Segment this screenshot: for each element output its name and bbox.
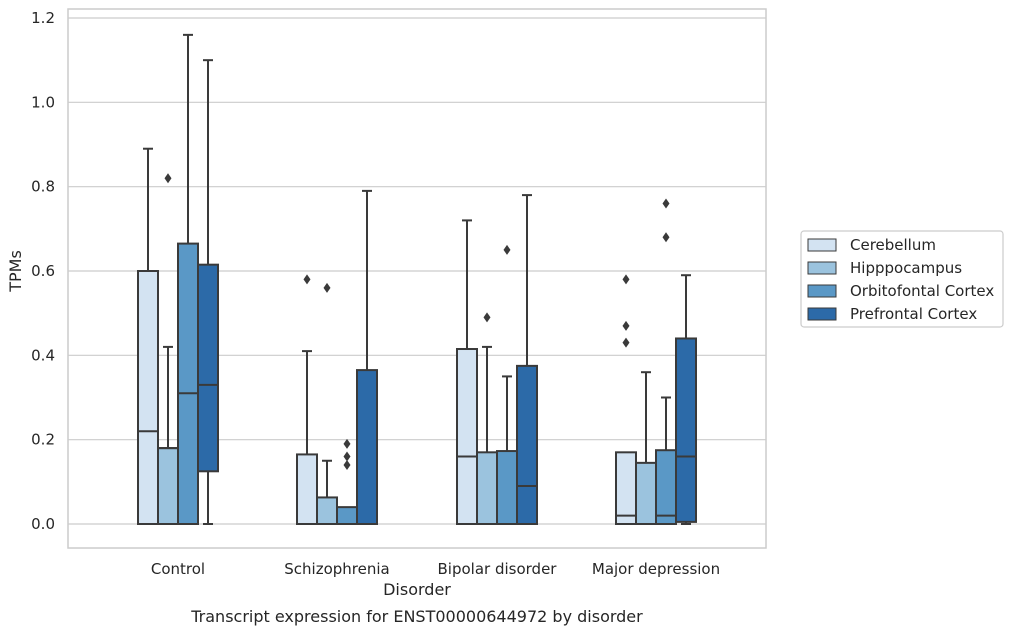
x-tick-label: Major depression (592, 560, 720, 578)
outlier-point (483, 312, 491, 323)
x-tick-label: Schizophrenia (284, 560, 389, 578)
outlier-point (622, 320, 630, 331)
chart-caption: Transcript expression for ENST0000064497… (190, 607, 643, 626)
outlier-point (343, 459, 351, 470)
x-tick-label: Control (151, 560, 205, 578)
box-body (675, 337, 697, 523)
box-body (197, 263, 219, 473)
box (635, 371, 657, 526)
box-body (635, 461, 657, 526)
legend-frame (800, 230, 1004, 328)
box-body (655, 449, 677, 526)
box (296, 274, 318, 525)
outlier-point (164, 173, 172, 184)
outlier-point (622, 274, 630, 285)
box-plot-series (137, 33, 697, 526)
legend-swatch (807, 238, 837, 252)
x-axis-ticks: Control Schizophrenia Bipolar disorder Majo… (151, 560, 720, 578)
box-body (296, 453, 318, 525)
legend-swatch (807, 284, 837, 298)
y-tick-label: 1.2 (31, 9, 55, 27)
y-tick-label: 0.8 (31, 178, 55, 196)
legend-label: Cerebellum (850, 236, 936, 254)
outlier-point (503, 244, 511, 255)
outlier-point (343, 451, 351, 462)
outlier-point (622, 337, 630, 348)
box (675, 274, 697, 525)
y-tick-label: 0.2 (31, 431, 55, 449)
box-body (496, 450, 518, 525)
series-orbitofontal-cortex (177, 33, 677, 526)
plot-frame (67, 8, 767, 549)
outlier-point (662, 198, 670, 209)
x-axis-title: Disorder (383, 580, 451, 599)
legend: Cerebellum Hipppocampus Orbitofontal Corte… (800, 230, 1004, 328)
box (197, 59, 219, 525)
legend-swatch (807, 307, 837, 321)
box-body (137, 270, 159, 525)
box (356, 189, 378, 526)
y-tick-label: 0.0 (31, 515, 55, 533)
series-prefrontal-cortex (197, 59, 697, 526)
legend-label: Prefrontal Cortex (850, 305, 977, 323)
y-axis-ticks: 0.0 0.2 0.4 0.6 0.8 1.0 1.2 (31, 9, 55, 533)
x-tick-label: Bipolar disorder (438, 560, 558, 578)
y-tick-label: 0.4 (31, 346, 55, 364)
box (655, 198, 677, 526)
box (316, 282, 338, 525)
box (476, 312, 498, 526)
outlier-point (323, 282, 331, 293)
legend-swatch (807, 261, 837, 275)
y-axis-title: TPMs (6, 250, 25, 293)
box (177, 33, 199, 525)
box-body (456, 348, 478, 525)
box-body (316, 496, 338, 525)
box-body (356, 369, 378, 526)
box (456, 219, 478, 525)
legend-label: Hipppocampus (850, 259, 962, 277)
box-body (516, 364, 538, 525)
box (496, 244, 518, 525)
box-body (615, 451, 637, 526)
box-body (476, 451, 498, 526)
series-hipppocampus (157, 173, 657, 526)
y-tick-label: 0.6 (31, 262, 55, 280)
outlier-point (343, 438, 351, 449)
box (336, 438, 358, 525)
box (615, 274, 637, 526)
box-body (177, 242, 199, 525)
legend-label: Orbitofontal Cortex (850, 282, 994, 300)
box (157, 173, 179, 526)
box (137, 147, 159, 525)
box-body (336, 506, 358, 525)
box (516, 194, 538, 525)
outlier-point (303, 274, 311, 285)
y-tick-label: 1.0 (31, 93, 55, 111)
series-cerebellum (137, 147, 637, 526)
box-body (157, 447, 179, 526)
outlier-point (662, 232, 670, 243)
